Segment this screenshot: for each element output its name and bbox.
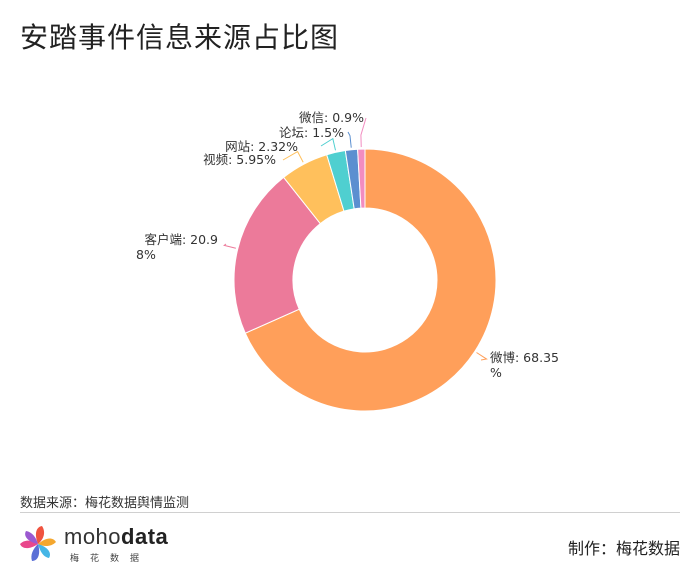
data-label-line: 微信: 0.9% [299,110,364,125]
data-label-微信: 微信: 0.9% [299,110,364,125]
data-label-line: 视频: 5.95% [203,152,276,167]
data-source: 数据来源：梅花数据舆情监测 [20,496,190,511]
data-label-视频: 视频: 5.95% [203,152,276,167]
footer-divider [20,512,680,513]
flower-logo-icon [20,526,56,561]
data-label-line: 客户端: 20.9 [144,232,218,247]
logo-wordmark-bold: data [121,524,169,549]
leader-line-微博 [476,352,488,361]
logo-wordmark: mohodata [64,524,168,550]
slice-客户端 [233,176,321,334]
leader-line-微信 [360,117,367,148]
donut-chart: 微博: 68.35 % 客户端: 20.9 8% 视频: 5.95%网站: 2.32%论… [136,110,559,412]
data-label-line: 微博: 68.35 [490,350,559,365]
maker-credit: 制作：梅花数据 [567,539,680,558]
slice-微信 [357,148,366,209]
leader-line-视频 [282,150,304,163]
data-label-网站: 网站: 2.32% [225,139,298,154]
leader-line-论坛 [347,131,352,148]
data-label-论坛: 论坛: 1.5% [279,125,344,140]
data-label-客户端: 客户端: 20.9 8% [136,232,218,262]
chart-title: 安踏事件信息来源占比图 [20,21,340,54]
data-label-line: 网站: 2.32% [225,139,298,154]
mohodata-logo: mohodata 梅花数据 [18,522,168,566]
slice-微博 [244,148,497,412]
leader-line-网站 [320,137,336,151]
logo-subtitle: 梅花数据 [70,554,151,564]
data-label-line: 论坛: 1.5% [279,125,344,140]
data-label-line: 8% [136,247,156,262]
leader-line-客户端 [223,243,236,249]
data-label-line: % [490,365,502,380]
logo-wordmark-light: moho [64,524,122,549]
data-label-微博: 微博: 68.35% [490,350,559,380]
